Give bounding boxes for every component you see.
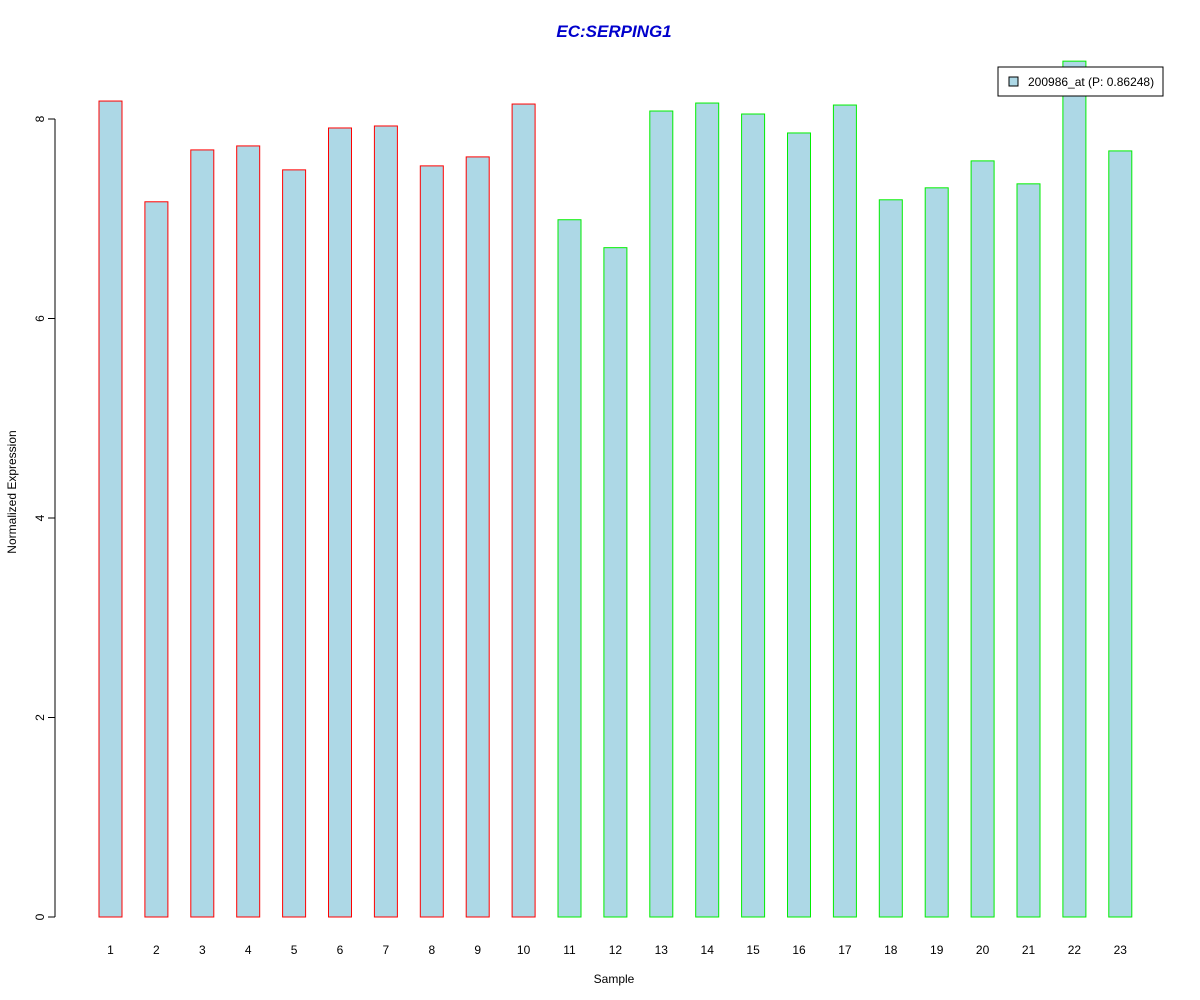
bar-sample-19 [924,187,949,918]
x-tick-labels: 1 2 3 4 5 6 7 8 9 10 11 12 13 14 15 16 17 18 19 20 21 22 23 [107,943,1127,957]
bar-sample-17 [832,104,857,918]
bar-sample-21 [1016,183,1041,918]
x-tick-label: 17 [838,943,852,957]
x-tick-label: 10 [517,943,531,957]
x-tick-label: 6 [337,943,344,957]
x-tick-label: 2 [153,943,160,957]
x-axis-title: Sample [594,972,635,986]
y-tick-label: 0 [33,913,47,920]
x-tick-label: 20 [976,943,990,957]
chart-title: EC:SERPING1 [556,22,671,41]
x-tick-label: 21 [1022,943,1036,957]
x-tick-label: 8 [428,943,435,957]
bar-sample-16 [787,132,811,918]
x-tick-label: 11 [563,943,576,957]
bar-sample-15 [741,113,766,918]
legend: 200986_at (P: 0.86248) [997,66,1164,97]
bar-sample-5 [282,169,307,918]
bar-sample-14 [695,102,720,918]
x-tick-label: 13 [655,943,669,957]
bar-sample-4 [236,145,261,918]
x-tick-label: 19 [930,943,944,957]
bar-sample-6 [328,127,352,918]
bar-sample-8 [419,165,444,918]
x-tick-label: 1 [107,943,114,957]
legend-label: 200986_at (P: 0.86248) [1028,75,1154,89]
x-tick-label: 16 [792,943,806,957]
bar-sample-1 [98,100,123,918]
x-tick-label: 14 [701,943,715,957]
bars [98,60,1133,918]
y-tick-label: 6 [33,315,47,322]
x-tick-label: 3 [199,943,206,957]
bar-sample-10 [511,103,536,918]
bar-sample-23 [1108,150,1133,918]
legend-box [997,66,1164,97]
bar-sample-22 [1062,60,1087,918]
y-axis-title: Normalized Expression [5,430,19,553]
bar-sample-9 [465,156,490,918]
bar-sample-3 [190,149,215,918]
x-tick-label: 7 [383,943,390,957]
y-tick-label: 4 [33,514,47,521]
x-tick-label: 5 [291,943,298,957]
bar-sample-2 [144,201,169,918]
legend-swatch [1008,76,1019,87]
x-tick-label: 15 [746,943,760,957]
x-tick-label: 12 [609,943,623,957]
x-tick-label: 18 [884,943,898,957]
y-axis: 0 2 4 6 8 [33,115,56,920]
bar-sample-11 [557,219,582,918]
x-tick-label: 9 [474,943,481,957]
bar-sample-20 [970,160,995,918]
bar-sample-12 [603,247,628,918]
bar-sample-13 [649,110,674,918]
y-tick-label: 2 [33,714,47,721]
x-tick-label: 23 [1114,943,1128,957]
x-tick-label: 22 [1068,943,1082,957]
bar-sample-18 [878,199,903,918]
y-tick-label: 8 [33,115,47,122]
bar-sample-7 [373,125,398,918]
x-tick-label: 4 [245,943,252,957]
